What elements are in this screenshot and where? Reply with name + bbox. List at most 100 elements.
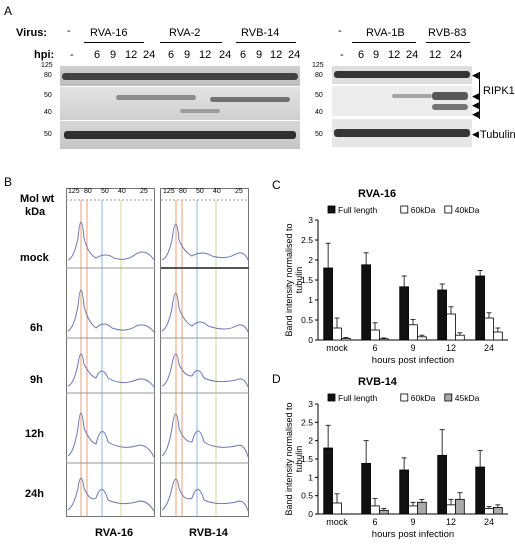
y-tick-label: 2.5 xyxy=(301,235,313,245)
blot-left-tubulin xyxy=(60,121,300,149)
mock-symbol-right-hpi: - xyxy=(340,49,344,61)
y-tick-label: 0 xyxy=(308,335,313,345)
mock-symbol-left: - xyxy=(67,25,71,37)
profile-line xyxy=(161,413,249,458)
panel-b-letter: B xyxy=(4,175,13,189)
y-tick-label: 2.5 xyxy=(301,417,313,427)
legend-label: 60kDa xyxy=(411,205,436,215)
hpi-label: hpi: xyxy=(34,49,55,61)
mw-marker: 125 xyxy=(41,62,53,69)
y-tick-label: 1 xyxy=(308,472,313,482)
lane-label: 24 xyxy=(219,49,232,61)
lane-label: 12 xyxy=(388,49,401,61)
x-axis-label: hours post infection xyxy=(372,529,454,540)
panel-c-letter: C xyxy=(272,178,281,192)
profile-line xyxy=(161,478,249,512)
blot-left-ripk1-cleaved xyxy=(60,87,300,120)
group-underline xyxy=(352,42,416,43)
scale-tick-label: 50 xyxy=(196,188,204,195)
y-tick-label: 1 xyxy=(308,295,313,305)
blot-left-ripk1-top xyxy=(60,66,300,86)
lane-label: 9 xyxy=(373,49,380,61)
y-tick-label: 0.5 xyxy=(301,491,313,501)
bar xyxy=(361,264,371,341)
blot-right-ripk1-top xyxy=(332,66,472,84)
bar xyxy=(408,324,418,341)
legend-label: Full length xyxy=(338,205,377,215)
x-tick-label: 6 xyxy=(372,517,377,527)
bar xyxy=(437,454,447,515)
y-tick-label: 0 xyxy=(308,509,313,519)
bar xyxy=(484,508,494,515)
scale-tick-label: 40 xyxy=(213,188,221,195)
bar xyxy=(399,286,409,341)
marker-arrow: ◀ xyxy=(472,129,479,139)
scale-tick-label: 80 xyxy=(179,188,187,195)
mw-marker: 50 xyxy=(44,92,52,99)
densitometry-profiles xyxy=(66,188,249,517)
mol-wt-label: Mol wt xyxy=(20,193,55,205)
lane-label: 24 xyxy=(450,49,463,61)
legend-label: 60kDa xyxy=(411,393,436,403)
column-label: RVA-16 xyxy=(95,527,134,539)
bar xyxy=(493,331,503,341)
group-underline xyxy=(426,42,470,43)
x-tick-label: mock xyxy=(326,343,348,353)
blot-right-ripk1-cleaved xyxy=(332,86,472,116)
legend-swatch xyxy=(327,393,336,402)
bar xyxy=(446,504,456,515)
legend-label: 45kDa xyxy=(455,393,480,403)
bar xyxy=(379,338,389,341)
profile-line xyxy=(67,221,155,261)
group-underline xyxy=(236,42,296,43)
lane-label: 6 xyxy=(94,49,101,61)
label-ripk1: RIPK1 xyxy=(483,85,515,97)
group-label-rvb14: RVB-14 xyxy=(241,27,280,39)
lane-label: 12 xyxy=(199,49,212,61)
profile-line xyxy=(161,223,249,261)
scale-tick-label: 125 xyxy=(68,188,80,195)
marker-arrow: ◀ xyxy=(472,109,479,119)
group-underline xyxy=(84,42,144,43)
mock-symbol-left-hpi: - xyxy=(70,49,74,61)
scale-tick-label: 50 xyxy=(101,188,109,195)
profile-line xyxy=(67,353,155,388)
ripk1-bracket xyxy=(479,72,480,119)
x-tick-label: mock xyxy=(326,517,348,527)
bar xyxy=(408,505,418,515)
bar xyxy=(323,447,333,515)
bar xyxy=(446,313,456,341)
bar xyxy=(484,317,494,341)
bar xyxy=(361,463,371,515)
lane-label: 9 xyxy=(184,49,191,61)
bar-chart-rva16: Full length 60kDa 40kDa 0 0.5 1 1.5 2 2.5 3 Band i… xyxy=(284,205,508,366)
legend-swatch xyxy=(400,393,409,402)
bar-chart-rvb14: Full length 60kDa 45kDa 0 0.5 1 1.5 2 2.5 3 Band i… xyxy=(284,393,508,540)
bar xyxy=(332,502,342,515)
legend-label: Full length xyxy=(338,393,377,403)
x-tick-label: 24 xyxy=(484,343,494,353)
legend-swatch xyxy=(400,205,409,214)
y-axis-label: Band intensity normalised totubulin xyxy=(284,402,304,515)
legend-swatch xyxy=(444,205,453,214)
bar xyxy=(455,498,465,515)
panel-d-letter: D xyxy=(272,372,281,386)
lane-label: 24 xyxy=(406,49,419,61)
group-label-rva2: RVA-2 xyxy=(169,27,201,39)
profile-line xyxy=(67,412,155,458)
bar xyxy=(332,327,342,341)
mw-marker: 50 xyxy=(315,92,323,99)
profile-line xyxy=(67,477,155,512)
scale-tick-label: 40 xyxy=(118,188,126,195)
y-axis-label: Band intensity normalised totubulin xyxy=(284,223,304,336)
bar xyxy=(493,507,503,515)
y-tick-label: 3 xyxy=(308,399,313,409)
group-label-rvb83: RVB-83 xyxy=(428,27,467,39)
legend-swatch xyxy=(444,393,453,402)
row-label: 6h xyxy=(30,322,43,334)
bar xyxy=(417,336,427,341)
x-tick-label: 9 xyxy=(410,343,415,353)
y-tick-label: 3 xyxy=(308,215,313,225)
profile-line xyxy=(161,353,249,388)
